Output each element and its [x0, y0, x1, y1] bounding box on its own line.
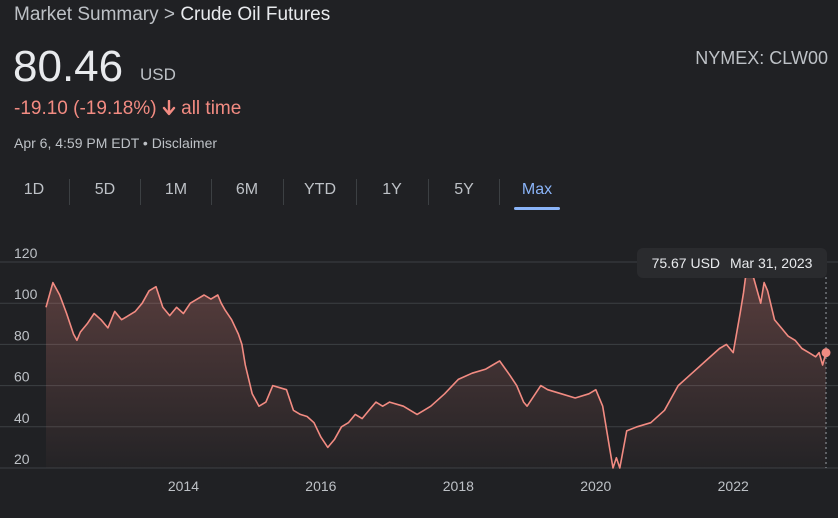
- change-value: -19.10 (-19.18%): [14, 98, 157, 119]
- arrow-down-icon: [162, 100, 176, 116]
- tab-divider: [356, 179, 357, 205]
- bullet-separator: •: [142, 135, 152, 151]
- tab-1m[interactable]: 1M: [164, 181, 188, 198]
- active-tab-indicator: [514, 207, 560, 210]
- ticker-symbol: NYMEX: CLW00: [695, 48, 828, 68]
- tooltip-value: 75.67 USD: [651, 255, 721, 271]
- quote-timestamp: Apr 6, 4:59 PM EDT: [14, 135, 140, 151]
- x-tick-label: 2014: [168, 478, 199, 494]
- price-chart[interactable]: 20 40 60 80 100 120 2014 2016 2018 2020 2022: [0, 240, 838, 518]
- x-tick-label: 2016: [305, 478, 336, 494]
- tab-divider: [211, 179, 212, 205]
- tab-5y[interactable]: 5Y: [454, 181, 474, 198]
- y-tick-label: 40: [14, 410, 30, 426]
- y-tick-label: 120: [14, 245, 38, 261]
- tab-6m[interactable]: 6M: [235, 181, 259, 198]
- breadcrumb-current: Crude Oil Futures: [180, 4, 331, 25]
- price-area-fill: [46, 266, 826, 468]
- disclaimer-link[interactable]: Disclaimer: [151, 135, 218, 151]
- tab-1y[interactable]: 1Y: [382, 181, 402, 198]
- x-tick-label: 2018: [443, 478, 474, 494]
- hover-point: [821, 348, 831, 358]
- tab-5d[interactable]: 5D: [94, 181, 116, 198]
- breadcrumb: Market Summary > Crude Oil Futures: [14, 4, 330, 26]
- y-tick-label: 60: [14, 369, 30, 385]
- tab-ytd[interactable]: YTD: [304, 181, 336, 198]
- x-tick-label: 2022: [718, 478, 749, 494]
- time-range-tabs: 1D 5D 1M 6M YTD 1Y 5Y Max: [0, 172, 580, 212]
- tooltip-date: Mar 31, 2023: [729, 255, 813, 271]
- chart-tooltip: 75.67 USD Mar 31, 2023: [637, 248, 827, 278]
- breadcrumb-separator: >: [163, 4, 176, 25]
- tab-max[interactable]: Max: [521, 181, 553, 198]
- tab-divider: [140, 179, 141, 205]
- tab-divider: [428, 179, 429, 205]
- price-value: 80.46: [13, 42, 124, 91]
- tab-1d[interactable]: 1D: [23, 181, 45, 198]
- tab-divider: [69, 179, 70, 205]
- tab-divider: [283, 179, 284, 205]
- y-tick-label: 100: [14, 286, 38, 302]
- quote-datetime: Apr 6, 4:59 PM EDT • Disclaimer: [14, 135, 217, 151]
- price-change: -19.10 (-19.18%) all time: [14, 98, 241, 120]
- y-tick-label: 80: [14, 327, 30, 343]
- price-line: [45, 265, 827, 469]
- price-currency: USD: [140, 65, 176, 84]
- breadcrumb-parent-link[interactable]: Market Summary: [14, 4, 159, 25]
- y-tick-label: 20: [14, 451, 30, 467]
- tab-divider: [499, 179, 500, 205]
- x-tick-label: 2020: [580, 478, 611, 494]
- change-period: all time: [181, 98, 242, 119]
